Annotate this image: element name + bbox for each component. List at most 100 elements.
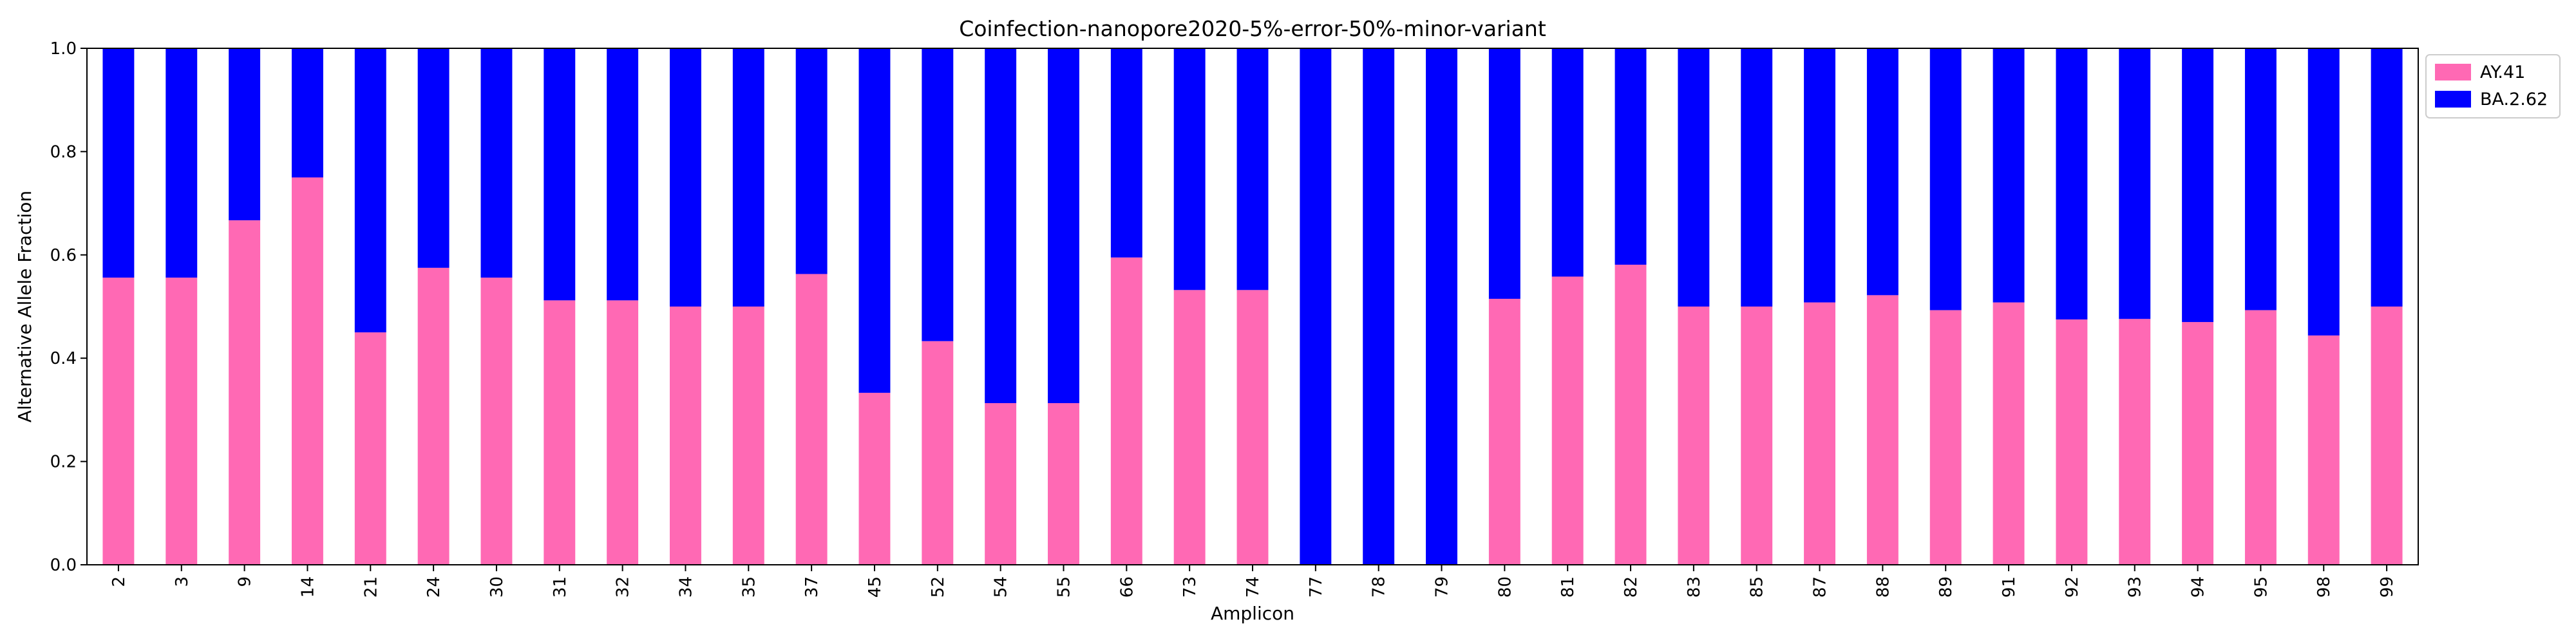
x-tick-label: 52 xyxy=(929,576,948,598)
x-tick-label: 95 xyxy=(2251,576,2271,598)
x-tick-label: 45 xyxy=(866,576,885,598)
bar-ba262-37 xyxy=(795,48,828,274)
bar-ba262-81 xyxy=(1551,48,1584,277)
bar-ba262-99 xyxy=(2371,48,2403,307)
y-axis-label: Alternative Allele Fraction xyxy=(14,191,35,422)
x-tick-label: 3 xyxy=(173,576,192,587)
x-axis: 2 3 9 14 21 24 30 31 32 34 35 37 45 52 54 55 66 73 74 77 78 7… xyxy=(109,565,2397,598)
bar-ba262-14 xyxy=(291,48,323,178)
bar-ay41-92 xyxy=(2056,319,2088,565)
bar-ay41-82 xyxy=(1615,265,1647,565)
bar-ay41-54 xyxy=(985,402,1017,565)
legend-label-ba262: BA.2.62 xyxy=(2480,90,2548,109)
y-tick-label: 1.0 xyxy=(50,39,77,59)
bar-ba262-34 xyxy=(670,48,701,307)
bar-ay41-32 xyxy=(607,300,639,565)
x-tick-label: 34 xyxy=(676,576,696,598)
x-tick-label: 30 xyxy=(488,576,507,598)
bar-ba262-55 xyxy=(1048,48,1079,403)
bar-ba262-78 xyxy=(1363,48,1395,565)
bar-ay41-55 xyxy=(1048,402,1079,565)
x-tick-label: 92 xyxy=(2063,576,2082,598)
x-tick-label: 55 xyxy=(1054,576,1074,598)
plot-frame xyxy=(86,48,2419,565)
bar-ay41-52 xyxy=(922,341,954,565)
bar-ba262-31 xyxy=(544,48,576,301)
bar-ay41-14 xyxy=(291,177,323,565)
bar-ba262-79 xyxy=(1426,48,1457,565)
x-tick-label: 88 xyxy=(1873,576,1893,598)
x-tick-label: 82 xyxy=(1622,576,1641,598)
x-tick-label: 32 xyxy=(614,576,633,598)
x-tick-label: 14 xyxy=(298,576,317,598)
bar-ay41-9 xyxy=(229,220,261,565)
bar-ay41-2 xyxy=(102,278,135,565)
x-tick-label: 93 xyxy=(2126,576,2145,598)
x-tick-label: 24 xyxy=(424,576,444,598)
bar-ba262-2 xyxy=(102,48,135,278)
bar-ba262-94 xyxy=(2182,48,2214,323)
bar-ba262-87 xyxy=(1804,48,1835,303)
x-tick-label: 89 xyxy=(1937,576,1956,598)
x-tick-label: 80 xyxy=(1495,576,1515,598)
bar-ba262-98 xyxy=(2307,48,2340,336)
bar-ay41-34 xyxy=(670,307,701,565)
x-tick-label: 9 xyxy=(236,576,255,587)
y-tick-label: 0.2 xyxy=(50,453,77,472)
bar-ba262-32 xyxy=(607,48,639,301)
x-tick-label: 37 xyxy=(802,576,822,598)
legend-swatch-ba262 xyxy=(2435,91,2471,108)
bar-ay41-30 xyxy=(480,278,513,565)
bar-ba262-74 xyxy=(1236,48,1269,290)
x-tick-label: 54 xyxy=(992,576,1011,598)
bar-ay41-74 xyxy=(1236,290,1269,565)
bar-ay41-94 xyxy=(2182,322,2214,565)
x-tick-label: 78 xyxy=(1370,576,1389,598)
y-axis: 0.0 0.2 0.4 0.6 0.8 1.0 xyxy=(50,39,87,575)
x-tick-label: 21 xyxy=(361,576,381,598)
bar-ba262-9 xyxy=(229,48,261,221)
bar-ba262-3 xyxy=(166,48,198,278)
x-tick-label: 77 xyxy=(1307,576,1326,598)
bar-ba262-88 xyxy=(1866,48,1899,296)
bar-ay41-66 xyxy=(1110,257,1142,565)
bar-ay41-99 xyxy=(2371,307,2403,565)
bar-ay41-24 xyxy=(417,267,450,565)
bars-group xyxy=(102,48,2403,565)
bar-ba262-83 xyxy=(1678,48,1710,307)
y-tick-label: 0.4 xyxy=(50,349,77,368)
bar-ba262-93 xyxy=(2119,48,2151,319)
bar-ba262-66 xyxy=(1110,48,1142,258)
bar-ay41-91 xyxy=(1993,302,2025,565)
bar-ba262-92 xyxy=(2056,48,2088,320)
bar-ay41-3 xyxy=(166,278,198,565)
bar-ay41-93 xyxy=(2119,319,2151,565)
x-tick-label: 85 xyxy=(1748,576,1767,598)
bar-ay41-21 xyxy=(354,332,386,565)
chart-title: Coinfection-nanopore2020-5%-error-50%-mi… xyxy=(959,16,1546,41)
x-tick-label: 74 xyxy=(1244,576,1263,598)
bar-ay41-81 xyxy=(1551,276,1584,565)
x-tick-label: 99 xyxy=(2378,576,2397,598)
bar-ba262-91 xyxy=(1993,48,2025,303)
bar-ay41-35 xyxy=(732,307,764,565)
legend: AY.41 BA.2.62 xyxy=(2425,54,2561,118)
bar-ay41-37 xyxy=(795,274,828,565)
bar-ba262-54 xyxy=(985,48,1017,403)
bar-ay41-89 xyxy=(1929,310,1962,565)
bar-ay41-73 xyxy=(1173,290,1206,565)
bar-ay41-80 xyxy=(1488,298,1520,565)
bar-ba262-45 xyxy=(858,48,891,393)
bar-ba262-89 xyxy=(1929,48,1962,310)
bar-ay41-98 xyxy=(2307,335,2340,565)
y-tick-label: 0.8 xyxy=(50,142,77,162)
x-tick-label: 79 xyxy=(1433,576,1452,598)
bar-ba262-35 xyxy=(732,48,764,307)
bar-ba262-80 xyxy=(1488,48,1520,299)
bar-ba262-24 xyxy=(417,48,450,268)
bar-ba262-30 xyxy=(480,48,513,278)
x-tick-label: 73 xyxy=(1180,576,1200,598)
x-tick-label: 94 xyxy=(2189,576,2208,598)
bar-ay41-95 xyxy=(2244,310,2277,565)
